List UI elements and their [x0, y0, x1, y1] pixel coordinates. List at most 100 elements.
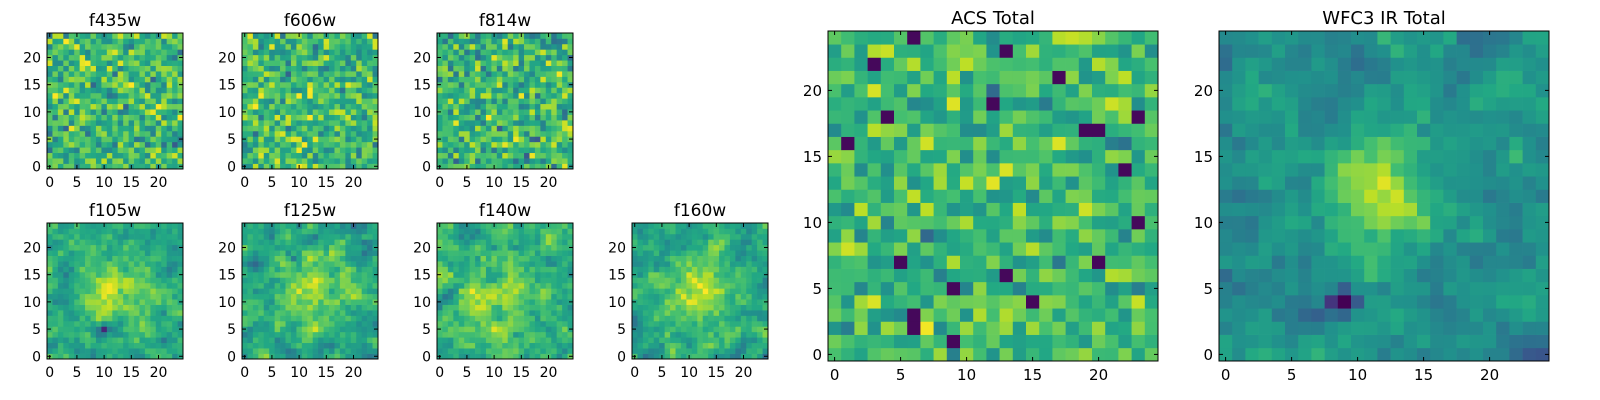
- heatmap-cell: [708, 288, 714, 295]
- heatmap-cell: [280, 261, 286, 267]
- heatmap-cell: [345, 353, 352, 360]
- heatmap-cell: [95, 271, 102, 278]
- heatmap-cell: [161, 266, 168, 273]
- heatmap-cell: [177, 98, 184, 105]
- heatmap-cell: [524, 114, 530, 121]
- heatmap-cell: [112, 342, 119, 349]
- heatmap-cell: [632, 233, 638, 240]
- heatmap-cell: [117, 255, 124, 262]
- heatmap-cell: [155, 76, 162, 83]
- heatmap-cell: [372, 65, 379, 72]
- x-tick-label: 10: [290, 365, 308, 381]
- heatmap-cell: [290, 288, 297, 295]
- heatmap-cell: [339, 277, 346, 284]
- heatmap-cell: [144, 228, 151, 235]
- heatmap-cell: [123, 38, 129, 45]
- heatmap-cell: [854, 176, 868, 190]
- heatmap-cell: [323, 43, 330, 50]
- heatmap-cell: [751, 348, 758, 354]
- heatmap-cell: [551, 141, 558, 148]
- heatmap-cell: [323, 92, 330, 99]
- heatmap-cell: [556, 33, 563, 39]
- heatmap-cell: [139, 158, 146, 164]
- heatmap-cell: [513, 120, 519, 126]
- heatmap-cell: [513, 125, 519, 132]
- heatmap-cell: [540, 250, 547, 256]
- heatmap-cell: [134, 353, 140, 360]
- heatmap-cell: [556, 266, 563, 273]
- heatmap-cell: [258, 223, 265, 229]
- heatmap-cell: [453, 147, 460, 154]
- heatmap-cell: [52, 288, 59, 295]
- heatmap-cell: [95, 342, 102, 349]
- heatmap-cell: [329, 158, 335, 164]
- heatmap-cell: [356, 98, 363, 105]
- heatmap-cell: [540, 103, 547, 110]
- heatmap-cell: [166, 136, 173, 143]
- heatmap-cell: [475, 141, 481, 148]
- heatmap-cell: [453, 120, 460, 126]
- heatmap-cell: [1105, 347, 1119, 362]
- heatmap-cell: [263, 125, 270, 132]
- heatmap-cell: [172, 266, 178, 273]
- heatmap-cell: [263, 282, 270, 289]
- heatmap-cell: [269, 158, 275, 164]
- heatmap-cell: [447, 239, 454, 246]
- heatmap-cell: [367, 342, 373, 349]
- heatmap-cell: [247, 43, 254, 50]
- heatmap-cell: [697, 353, 704, 360]
- heatmap-cell: [372, 342, 379, 349]
- heatmap-cell: [312, 320, 319, 327]
- heatmap-cell: [329, 331, 335, 338]
- heatmap-cell: [469, 315, 476, 322]
- heatmap-cell: [562, 223, 568, 229]
- heatmap-cell: [491, 87, 498, 94]
- heatmap-cell: [524, 326, 530, 333]
- heatmap-cell: [502, 141, 509, 148]
- heatmap-cell: [258, 299, 265, 305]
- heatmap-cell: [475, 98, 481, 105]
- heatmap-cell: [653, 337, 660, 344]
- heatmap-cell: [1078, 281, 1093, 296]
- heatmap-cell: [361, 98, 368, 105]
- heatmap-cell: [350, 288, 357, 295]
- heatmap-cell: [735, 271, 742, 278]
- heatmap-cell: [318, 255, 324, 262]
- heatmap-cell: [57, 109, 64, 115]
- heatmap-cell: [68, 98, 75, 105]
- heatmap-cell: [491, 244, 498, 251]
- heatmap-cell: [551, 54, 558, 61]
- heatmap-cell: [691, 304, 698, 311]
- heatmap-cell: [285, 277, 292, 284]
- heatmap-cell: [161, 315, 168, 322]
- heatmap-cell: [112, 288, 119, 295]
- heatmap-cell: [562, 293, 568, 300]
- heatmap-cell: [496, 130, 503, 137]
- y-tick-label: 20: [23, 51, 41, 67]
- heatmap-cell: [63, 49, 70, 56]
- heatmap-cell: [757, 233, 763, 240]
- heatmap-cell: [150, 158, 157, 164]
- heatmap-cell: [442, 282, 449, 289]
- heatmap-cell: [285, 87, 292, 94]
- heatmap-cell: [729, 331, 736, 338]
- heatmap-cell: [567, 239, 574, 246]
- heatmap-cell: [57, 120, 64, 126]
- heatmap-cell: [545, 152, 552, 159]
- heatmap-cell: [144, 103, 151, 110]
- heatmap-cell: [920, 347, 934, 362]
- heatmap-cell: [263, 114, 270, 121]
- heatmap-cell: [139, 103, 146, 110]
- heatmap-cell: [675, 250, 682, 256]
- heatmap-cell: [296, 244, 303, 251]
- heatmap-cell: [502, 130, 509, 137]
- heatmap-cell: [507, 141, 514, 148]
- heatmap-cell: [1144, 255, 1159, 269]
- heatmap-cell: [367, 326, 373, 333]
- heatmap-cell: [894, 321, 908, 335]
- heatmap-cell: [318, 228, 324, 235]
- heatmap-cell: [128, 76, 135, 83]
- heatmap-cell: [447, 223, 454, 229]
- heatmap-cell: [123, 233, 129, 240]
- heatmap-cell: [740, 304, 747, 311]
